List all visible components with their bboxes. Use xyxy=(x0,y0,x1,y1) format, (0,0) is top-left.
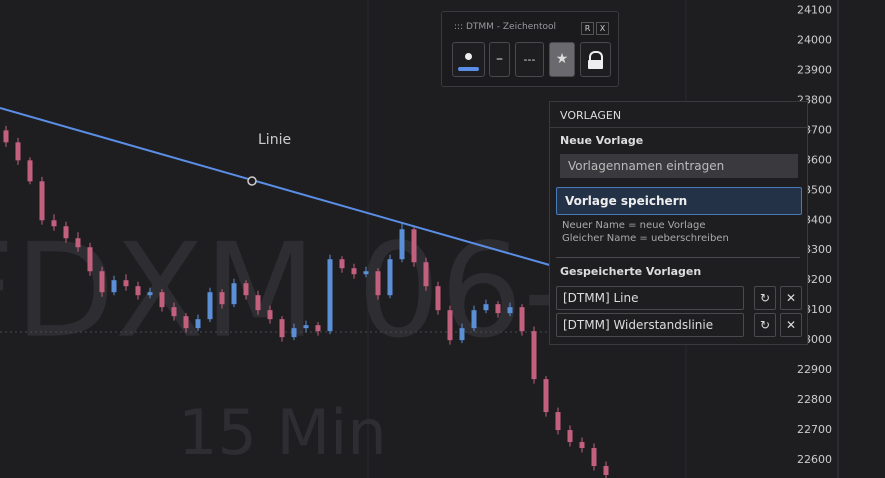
trendline xyxy=(0,107,561,269)
drawing-label: Linie xyxy=(258,132,291,148)
candle-body xyxy=(471,310,477,329)
candle-body xyxy=(411,229,417,263)
candle-body xyxy=(303,325,309,329)
candle-body xyxy=(195,319,201,329)
new-heading: Neue Vorlage xyxy=(560,134,644,147)
candle-body xyxy=(387,259,393,296)
divider xyxy=(550,127,807,128)
templates-panel: VORLAGEN Neue Vorlage Vorlagennamen eint… xyxy=(549,101,808,345)
candle-body xyxy=(543,379,549,413)
dot-button[interactable] xyxy=(452,42,485,77)
candle-body xyxy=(603,466,609,476)
hint: Neuer Name = neue Vorlage xyxy=(562,220,706,231)
y-tick-label: 24100 xyxy=(797,3,832,16)
candle-body xyxy=(27,160,33,182)
candle-body xyxy=(279,319,285,338)
candle-body xyxy=(315,325,321,332)
lock-button[interactable] xyxy=(580,42,611,77)
candle-body xyxy=(423,262,429,287)
candle-body xyxy=(375,271,381,296)
candle-body xyxy=(207,292,213,320)
reload-button[interactable]: ↻ xyxy=(754,286,776,310)
solid-button[interactable]: – xyxy=(489,42,510,77)
y-tick-label: 24000 xyxy=(797,33,832,46)
y-tick-label: 22900 xyxy=(797,363,832,376)
saved-template[interactable]: [DTMM] Widerstandslinie xyxy=(556,313,744,337)
candle-body xyxy=(63,226,69,239)
candle-body xyxy=(567,430,573,443)
close-button[interactable]: X xyxy=(596,22,609,35)
trendline-handle[interactable] xyxy=(247,176,257,186)
candle-body xyxy=(495,304,501,314)
candle-body xyxy=(3,130,9,143)
candle-body xyxy=(447,310,453,341)
candle-body xyxy=(87,247,93,272)
candle-body xyxy=(291,328,297,338)
candle-body xyxy=(123,280,129,287)
candle-body xyxy=(591,448,597,467)
candle-body xyxy=(351,268,357,275)
candle-body xyxy=(147,292,153,296)
candle-body xyxy=(171,307,177,317)
candle-body xyxy=(219,292,225,305)
candle-body xyxy=(231,283,237,305)
candle-body xyxy=(183,316,189,329)
toolbar-title: ::: DTMM - Zeichentool xyxy=(454,22,557,32)
delete-button[interactable]: ✕ xyxy=(780,313,802,337)
y-tick-label: 22800 xyxy=(797,393,832,406)
star-button[interactable]: ★ xyxy=(549,42,575,77)
watermark-timeframe: 15 Min xyxy=(178,396,387,469)
candle-body xyxy=(363,271,369,275)
save-button[interactable]: Vorlage speichern xyxy=(556,187,802,215)
candle-body xyxy=(15,142,21,161)
candle-body xyxy=(339,259,345,269)
drawing-toolbar: ::: DTMM - Zeichentool R X – --- ★ xyxy=(441,11,619,87)
candle-body xyxy=(507,307,513,314)
candle-body xyxy=(99,271,105,293)
y-tick-label: 22700 xyxy=(797,423,832,436)
candle-body xyxy=(327,259,333,332)
candle-body xyxy=(39,181,45,221)
reload-button[interactable]: ↻ xyxy=(754,313,776,337)
y-tick-label: 23900 xyxy=(797,63,832,76)
candle-body xyxy=(159,292,165,308)
candle-body xyxy=(255,295,261,311)
candle-body xyxy=(483,304,489,311)
y-tick-label: 22600 xyxy=(797,453,832,466)
candle-body xyxy=(579,442,585,449)
candle-body xyxy=(555,412,561,431)
name-input[interactable]: Vorlagennamen eintragen xyxy=(560,154,798,178)
restore-button[interactable]: R xyxy=(581,22,594,35)
candle-body xyxy=(135,286,141,296)
divider xyxy=(556,257,800,258)
candle-body xyxy=(111,280,117,293)
candle-body xyxy=(459,328,465,341)
delete-button[interactable]: ✕ xyxy=(780,286,802,310)
candle-body xyxy=(435,286,441,311)
dash-button[interactable]: --- xyxy=(515,42,544,77)
saved-template[interactable]: [DTMM] Line xyxy=(556,286,744,310)
candle-body xyxy=(267,310,273,320)
candle-body xyxy=(399,229,405,260)
candle-body xyxy=(519,307,525,332)
candle-body xyxy=(531,331,537,380)
saved-heading: Gespeicherte Vorlagen xyxy=(560,265,702,278)
candle-body xyxy=(243,283,249,296)
candle-body xyxy=(51,220,57,227)
hint: Gleicher Name = ueberschreiben xyxy=(562,233,729,244)
panel-title: VORLAGEN xyxy=(560,109,622,122)
candle-body xyxy=(75,238,81,248)
